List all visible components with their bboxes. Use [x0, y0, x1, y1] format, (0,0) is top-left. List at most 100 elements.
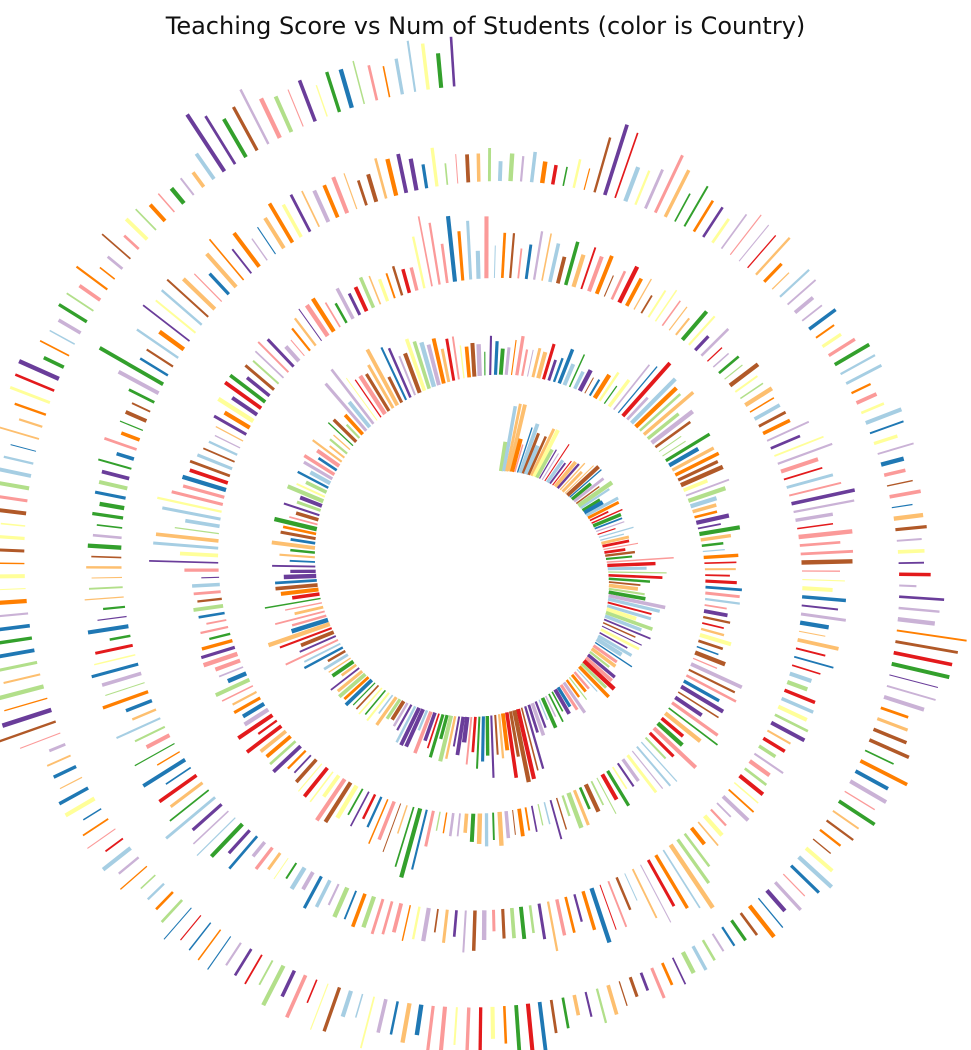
spiral-bar: [661, 962, 674, 986]
spiral-bar: [330, 667, 360, 691]
spiral-bar: [299, 495, 323, 508]
spiral-bar: [510, 339, 517, 376]
spiral-bar: [102, 690, 149, 710]
spiral-bar: [594, 641, 633, 668]
spiral-bar: [302, 875, 323, 909]
spiral-bar: [329, 438, 348, 455]
spiral-bar: [396, 704, 413, 731]
spiral-bar: [0, 574, 25, 579]
spiral-bar: [599, 884, 617, 930]
spiral-bar: [305, 480, 328, 494]
spiral-bar: [518, 423, 540, 474]
spiral-bar: [614, 132, 639, 199]
spiral-bar: [671, 446, 715, 472]
spiral-bar: [639, 972, 650, 991]
spiral-bar: [297, 470, 329, 489]
spiral-bar: [730, 919, 747, 942]
spiral-bar: [299, 635, 337, 653]
spiral-bar: [109, 634, 131, 641]
spiral-bar: [801, 604, 839, 611]
spiral-bar: [282, 525, 317, 536]
spiral-bar: [542, 343, 556, 380]
spiral-bar: [461, 716, 470, 743]
spiral-bar: [119, 865, 148, 890]
spiral-bar: [872, 727, 908, 745]
spiral-bar: [601, 625, 642, 646]
spiral-bar: [166, 278, 209, 318]
spiral-bar: [471, 910, 477, 951]
spiral-bar: [512, 809, 516, 835]
spiral-bar: [287, 89, 304, 127]
spiral-bar: [194, 152, 216, 181]
spiral-bar: [783, 688, 816, 705]
spiral-bar: [424, 810, 435, 847]
spiral-bar: [417, 709, 429, 731]
spiral-bar: [607, 561, 656, 568]
spiral-bar: [156, 751, 181, 766]
spiral-bar: [301, 190, 320, 228]
spiral-bar: [621, 361, 672, 418]
spiral-bar: [155, 532, 219, 543]
spiral-bar: [517, 248, 523, 279]
spiral-bar: [328, 657, 351, 673]
spiral-bar: [315, 84, 328, 117]
spiral-bar: [57, 318, 82, 335]
spiral-bar: [279, 627, 333, 649]
spiral-bar: [165, 796, 217, 840]
spiral-bar: [631, 750, 664, 789]
spiral-bar: [573, 370, 585, 390]
spiral-bar: [345, 423, 361, 439]
spiral-bar: [389, 1001, 399, 1035]
spiral-bar: [508, 711, 520, 757]
spiral-bar: [615, 876, 632, 911]
spiral-bar: [435, 811, 441, 831]
spiral-bar: [529, 151, 537, 183]
spiral-bar: [361, 895, 377, 929]
spiral-bar: [815, 324, 835, 339]
spiral-bar: [569, 469, 602, 498]
spiral-bar: [636, 745, 672, 787]
spiral-bar: [697, 639, 724, 651]
spiral-bar: [682, 479, 709, 492]
spiral-bar: [744, 386, 774, 408]
spiral-bar: [783, 466, 823, 481]
spiral-bar: [228, 835, 259, 870]
spiral-bar: [532, 429, 560, 478]
spiral-bar: [267, 202, 295, 244]
spiral-bar: [607, 597, 661, 613]
spiral-bar: [222, 118, 248, 159]
spiral-bar: [668, 446, 700, 468]
spiral-bar: [202, 651, 239, 668]
spiral-bar: [94, 490, 126, 500]
spiral-bar: [464, 346, 472, 378]
spiral-bar: [549, 999, 558, 1034]
spiral-bar: [692, 503, 717, 514]
spiral-bar: [565, 679, 581, 698]
spiral-bar: [0, 481, 30, 491]
spiral-bar: [181, 474, 227, 493]
spiral-bar: [668, 707, 719, 746]
spiral-bar: [223, 410, 251, 430]
spiral-bar: [525, 1003, 535, 1050]
spiral-bar: [653, 154, 684, 214]
spiral-bar: [394, 58, 405, 95]
spiral-bar: [303, 460, 334, 481]
spiral-bar: [728, 362, 760, 388]
spiral-bar: [595, 637, 623, 657]
spiral-bar: [101, 671, 142, 687]
spiral-bar: [322, 774, 341, 798]
spiral-bar: [1, 707, 52, 728]
spiral-bar: [243, 707, 270, 727]
spiral-bar: [155, 891, 174, 911]
spiral-bar: [564, 896, 576, 934]
spiral-bar: [98, 479, 128, 491]
spiral-bar: [605, 610, 654, 631]
spiral-bar: [314, 879, 332, 908]
spiral-bar: [660, 716, 685, 738]
spiral-bar: [758, 744, 777, 759]
spiral-bar: [399, 706, 421, 746]
spiral-bar: [608, 577, 651, 583]
spiral-bar: [309, 983, 329, 1030]
spiral-bar: [501, 908, 506, 939]
spiral-bar: [207, 936, 232, 970]
